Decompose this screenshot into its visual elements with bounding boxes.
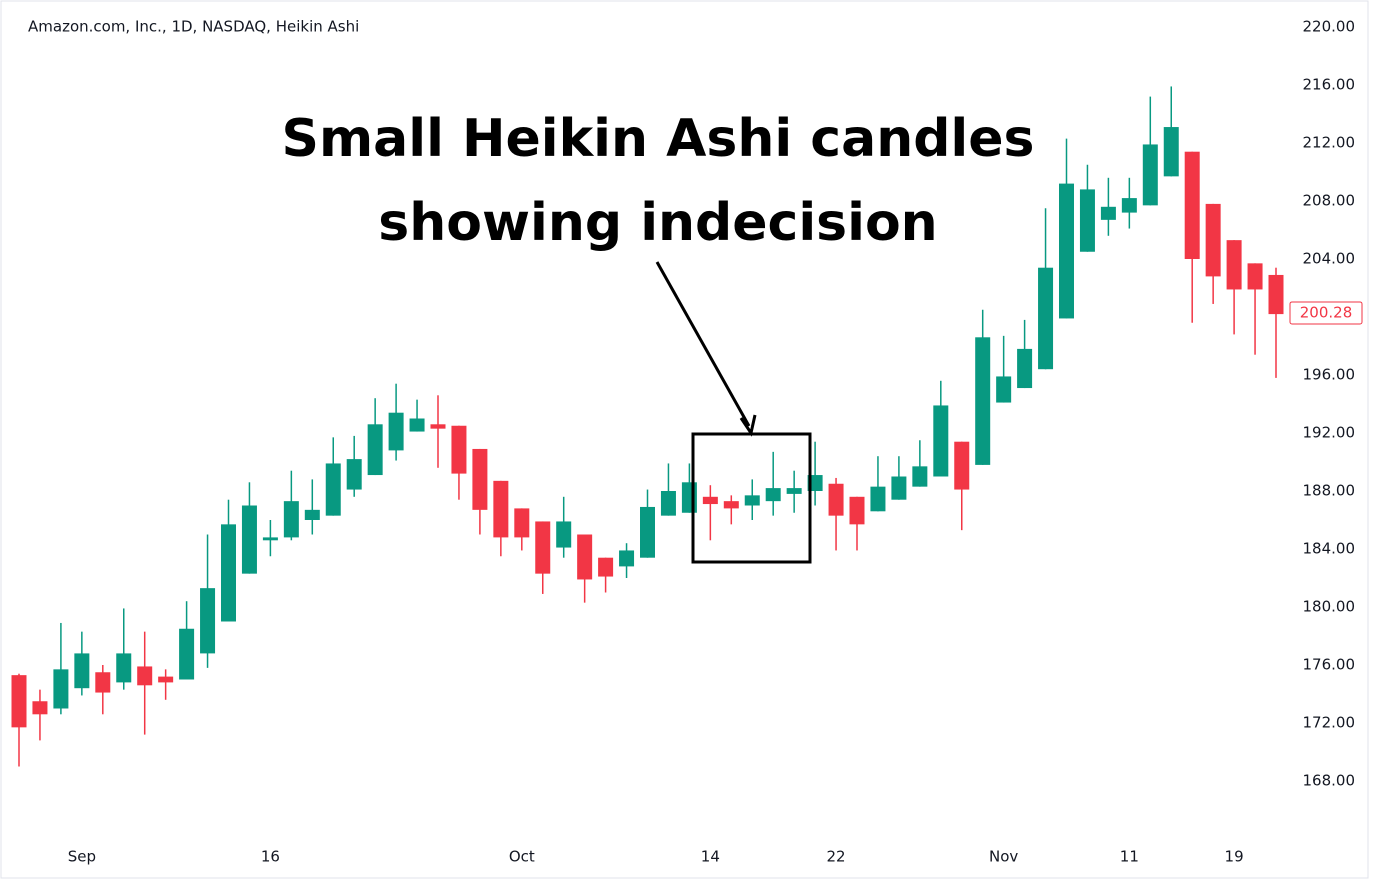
candle-body (1038, 267, 1054, 370)
y-tick-label: 192.00 (1303, 424, 1356, 442)
x-tick-label: Nov (989, 848, 1018, 866)
candle-body (388, 412, 404, 451)
candle-body (451, 425, 467, 474)
candle-body (765, 488, 781, 502)
y-tick-label: 184.00 (1303, 540, 1356, 558)
candle-body (828, 483, 844, 516)
candle-body (660, 491, 676, 516)
candle-body (241, 505, 257, 574)
y-tick-label: 212.00 (1303, 134, 1356, 152)
candle-body (786, 488, 802, 494)
candle-body (891, 476, 907, 500)
candle-body (200, 588, 216, 654)
candle-body (472, 448, 488, 510)
candle-body (640, 506, 655, 558)
candle-body (32, 701, 48, 715)
candle-body (1268, 274, 1284, 315)
candle-body (116, 653, 132, 683)
candle-body (1247, 263, 1263, 290)
candle-body (723, 501, 739, 509)
candle-body (158, 676, 174, 683)
candle-body (535, 521, 551, 574)
candle-body (95, 672, 111, 693)
candle-body (1100, 206, 1116, 220)
candle-body (577, 534, 593, 580)
frame (0, 0, 1369, 879)
highlight-box (691, 432, 812, 564)
candle-body (1184, 151, 1200, 259)
last-price-label: 200.28 (1300, 303, 1353, 321)
candle-body (975, 337, 991, 465)
candle-body (933, 405, 949, 477)
candle-body (325, 463, 341, 516)
y-tick-label: 172.00 (1303, 714, 1356, 732)
candle-body (493, 480, 509, 538)
y-tick-label: 204.00 (1303, 250, 1356, 268)
candle-body (1017, 348, 1033, 389)
y-tick-label: 196.00 (1303, 366, 1356, 384)
candle-body (1163, 127, 1179, 177)
x-tick-label: 22 (827, 848, 846, 866)
x-tick-label: 14 (701, 848, 720, 866)
candle-body (514, 508, 530, 538)
candle-body (53, 669, 69, 709)
candle-body (1142, 144, 1158, 206)
candle-body (1079, 189, 1095, 252)
candle-body (1205, 203, 1221, 277)
candle-body (702, 496, 718, 505)
y-tick-label: 168.00 (1303, 772, 1356, 790)
candle-body (1059, 183, 1074, 319)
x-tick-label: Oct (509, 848, 535, 866)
candle-body (1226, 240, 1242, 290)
plot: 168.00 172.00 176.00 180.00 184.00 188.00 192.… (11, 18, 1363, 866)
y-tick-label: 180.00 (1303, 598, 1356, 616)
candle-body (912, 466, 928, 487)
candle-body (744, 495, 760, 506)
candle-body (74, 653, 90, 689)
candle-body (304, 509, 320, 520)
y-tick-label: 216.00 (1303, 76, 1356, 94)
chart-title: Amazon.com, Inc., 1D, NASDAQ, Heikin Ash… (28, 18, 359, 36)
annotation-arrow (655, 261, 751, 427)
candle-body (346, 459, 362, 490)
candle-body (556, 521, 572, 548)
candle-body (849, 496, 865, 525)
candle-body (262, 537, 278, 541)
x-tick-label: 11 (1120, 848, 1139, 866)
annotation-line: Small Heikin Ashi candles (282, 109, 1035, 169)
annotation-line: showing indecision (378, 193, 937, 253)
y-tick-label: 188.00 (1303, 482, 1356, 500)
candle-body (954, 441, 970, 490)
candle-body (221, 524, 236, 622)
candle-body (137, 666, 153, 686)
last-price-box (1289, 301, 1363, 325)
candle-body (179, 628, 195, 680)
candle-body (598, 557, 614, 577)
candle-body (996, 376, 1012, 403)
candle-body (619, 550, 635, 567)
candle-body (283, 501, 299, 538)
x-tick-label: 19 (1225, 848, 1244, 866)
y-tick-label: 208.00 (1303, 192, 1356, 210)
x-tick-label: Sep (68, 848, 96, 866)
candle-body (430, 424, 446, 429)
candle-body (1121, 198, 1137, 213)
candle-body (681, 482, 697, 513)
x-tick-label: 16 (261, 848, 280, 866)
candle-body (870, 486, 886, 512)
candle-body (367, 424, 383, 476)
y-tick-label: 176.00 (1303, 656, 1356, 674)
candle-body (11, 675, 27, 728)
candle-body (409, 418, 425, 432)
y-tick-label: 220.00 (1303, 18, 1356, 36)
